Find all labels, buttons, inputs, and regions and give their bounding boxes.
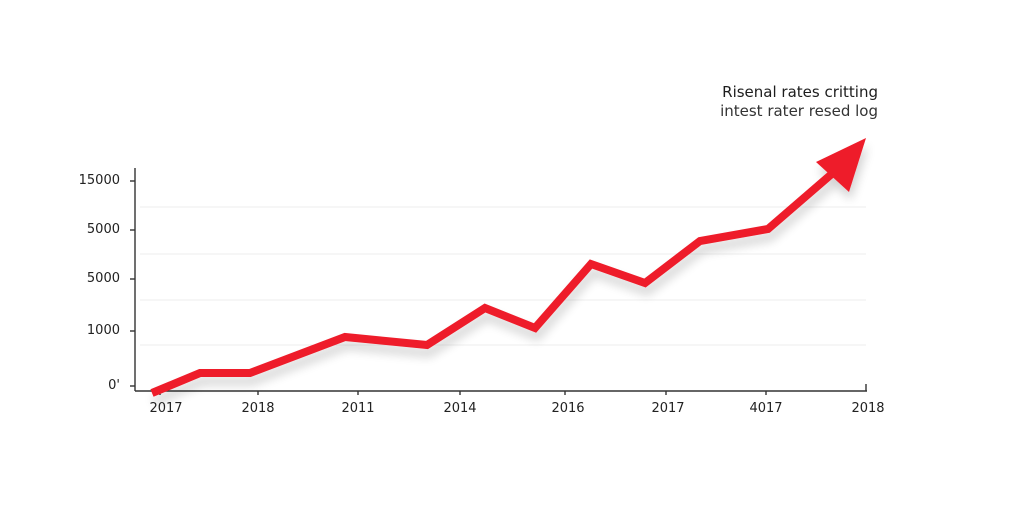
y-tick-label: 1000 <box>86 323 120 338</box>
y-tick-label: 15000 <box>78 173 120 188</box>
annotation-line-2: intest rater resed log <box>720 102 878 120</box>
chart-annotation: Risenal rates critting intest rater rese… <box>720 83 878 121</box>
annotation-line-1: Risenal rates critting <box>722 83 878 101</box>
y-tick-label: 0' <box>108 378 120 393</box>
x-tick-label: 2011 <box>341 401 375 416</box>
x-axis <box>135 384 867 395</box>
x-tick-label: 2017 <box>651 401 685 416</box>
trend-arrow-head <box>816 138 866 192</box>
gridlines <box>140 206 866 346</box>
y-axis <box>130 168 136 391</box>
y-tick-label: 5000 <box>86 222 120 237</box>
x-tick-label: 2018 <box>241 401 275 416</box>
rates-series <box>150 138 866 397</box>
x-tick-label: 2014 <box>443 401 477 416</box>
y-tick-label: 5000 <box>86 271 120 286</box>
x-tick-label: 2016 <box>551 401 585 416</box>
x-tick-label: 2017 <box>149 401 183 416</box>
x-tick-label: 4017 <box>749 401 783 416</box>
x-tick-label: 2018 <box>851 401 885 416</box>
